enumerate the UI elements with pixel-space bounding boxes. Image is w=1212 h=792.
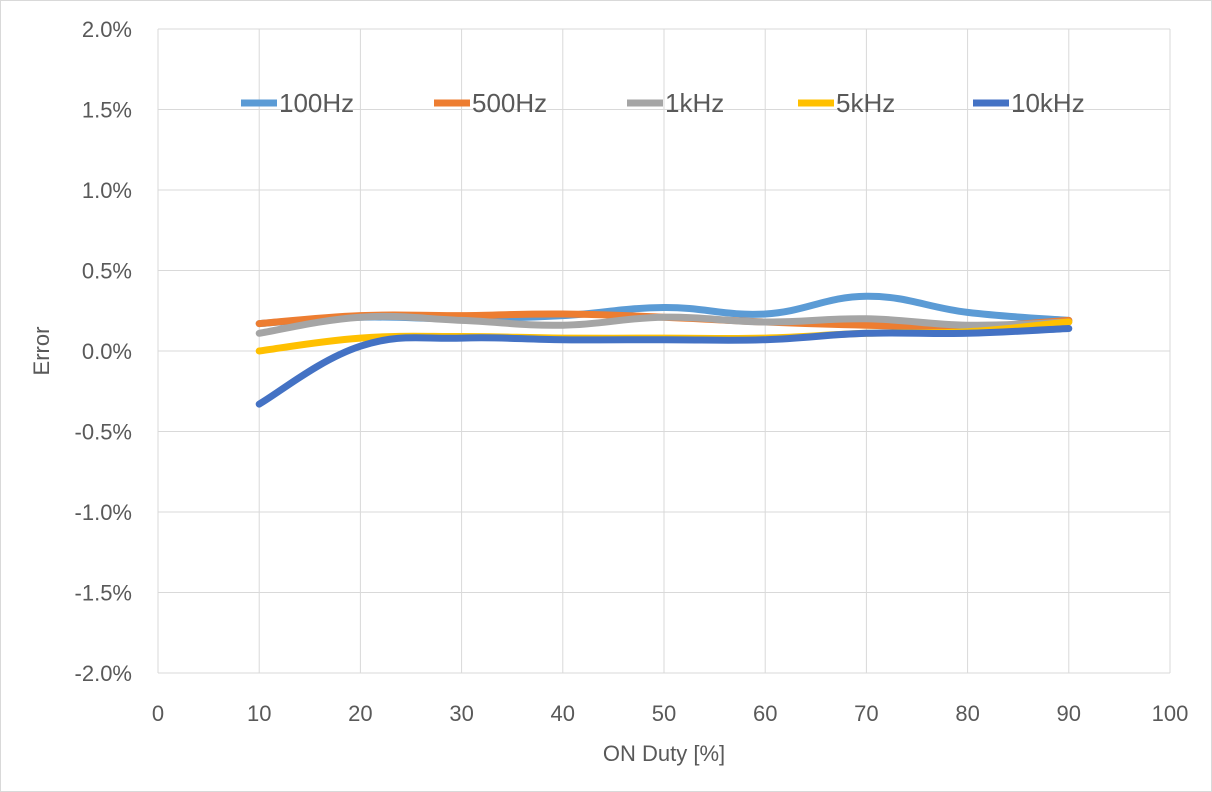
y-tick-label: 0.5% [82,259,132,284]
series-line-10khz [255,325,1073,408]
legend-label: 5kHz [836,88,895,118]
legend-item: 5kHz [798,88,895,118]
x-tick-label: 10 [247,701,271,726]
y-tick-label: 1.0% [82,178,132,203]
legend-item: 500Hz [434,88,547,118]
y-tick-label: 1.5% [82,98,132,123]
legend-item: 1kHz [627,88,724,118]
y-axis-title: Error [29,327,54,376]
x-axis-title: ON Duty [%] [603,741,725,766]
gridlines [157,28,1171,674]
legend-item: 100Hz [241,88,354,118]
legend-label: 500Hz [472,88,547,118]
legend-label: 100Hz [279,88,354,118]
series-lines [255,292,1073,408]
x-tick-label: 80 [955,701,979,726]
x-tick-label: 100 [1152,701,1189,726]
x-tick-label: 70 [854,701,878,726]
x-tick-label: 0 [152,701,164,726]
y-tick-label: -2.0% [75,661,132,686]
x-tick-label: 20 [348,701,372,726]
x-tick-label: 90 [1057,701,1081,726]
legend-label: 10kHz [1011,88,1085,118]
x-tick-label: 60 [753,701,777,726]
legend-label: 1kHz [665,88,724,118]
y-tick-label: 0.0% [82,339,132,364]
x-axis-ticks: 0 10 20 30 40 50 60 70 80 90 100 [152,701,1188,726]
legend: 100Hz 500Hz 1kHz 5kHz 10kHz [241,88,1085,118]
y-tick-label: -1.0% [75,500,132,525]
y-tick-label: 2.0% [82,17,132,42]
series-line-1khz [255,312,1073,337]
x-tick-label: 30 [449,701,473,726]
y-axis-ticks: -2.0% -1.5% -1.0% -0.5% 0.0% 0.5% 1.0% 1.5% 2.0% [75,17,132,686]
y-tick-label: -0.5% [75,420,132,445]
y-tick-label: -1.5% [75,581,132,606]
x-tick-label: 40 [551,701,575,726]
legend-item: 10kHz [973,88,1085,118]
x-tick-label: 50 [652,701,676,726]
